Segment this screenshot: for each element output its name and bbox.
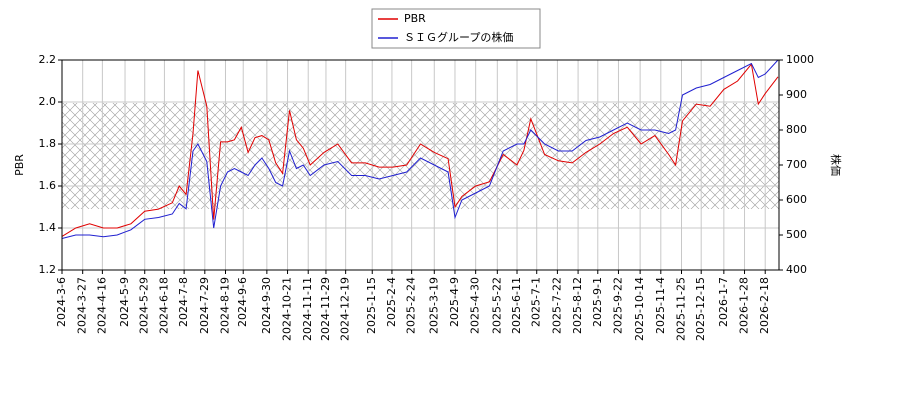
x-tick-label: 2025-7-22 [550, 277, 563, 334]
x-tick-label: 2025-6-11 [510, 277, 523, 334]
y2-tick-label: 900 [786, 88, 807, 101]
y2-tick-label: 600 [786, 193, 807, 206]
y2-tick-label: 500 [786, 228, 807, 241]
x-tick-label: 2024-6-18 [157, 277, 170, 334]
x-tick-label: 2025-5-22 [490, 277, 503, 334]
x-tick-label: 2025-4-9 [448, 277, 461, 327]
x-tick-label: 2026-1-28 [738, 277, 751, 334]
x-tick-label: 2024-3-27 [76, 277, 89, 334]
y-tick-label: 2.0 [39, 95, 57, 108]
x-tick-label: 2024-11-11 [301, 277, 314, 341]
series-line [61, 63, 779, 237]
y-tick-label: 1.6 [39, 179, 57, 192]
x-tick-label: 2025-12-15 [694, 277, 707, 341]
series-line [61, 59, 779, 239]
x-tick-label: 2025-8-12 [571, 277, 584, 334]
x-tick-label: 2025-11-25 [674, 277, 687, 341]
x-tick-label: 2025-10-14 [633, 277, 646, 341]
x-tick-label: 2025-11-4 [654, 277, 667, 334]
x-tick-label: 2024-12-19 [339, 277, 352, 341]
y2-tick-label: 800 [786, 123, 807, 136]
x-tick-label: 2024-5-29 [138, 277, 151, 334]
x-tick-label: 2024-10-21 [281, 277, 294, 341]
legend [371, 8, 541, 49]
y2-tick-label: 700 [786, 158, 807, 171]
x-tick-label: 2026-1-7 [717, 277, 730, 327]
x-tick-label: 2024-7-8 [177, 277, 190, 327]
x-tick-label: 2025-2-4 [385, 277, 398, 327]
x-tick-label: 2024-9-30 [260, 277, 273, 334]
x-tick-label: 2024-8-19 [218, 277, 231, 334]
x-tick-label: 2025-2-24 [405, 277, 418, 334]
x-tick-label: 2025-7-1 [530, 277, 543, 327]
x-tick-label: 2025-9-22 [611, 277, 624, 334]
x-tick-label: 2025-4-30 [469, 277, 482, 334]
x-tick-label: 2025-3-19 [427, 277, 440, 334]
y2-tick-label: 1000 [786, 53, 814, 66]
x-tick-label: 2025-9-1 [591, 277, 604, 327]
y-axis-label: PBR [13, 154, 26, 176]
x-tick-label: 2026-2-18 [758, 277, 771, 334]
x-tick-label: 2024-7-29 [198, 277, 211, 334]
y-tick-label: 2.2 [39, 53, 57, 66]
x-tick-label: 2024-11-29 [319, 277, 332, 341]
x-tick-label: 2024-5-9 [118, 277, 131, 327]
x-tick-label: 2024-9-6 [236, 277, 249, 327]
hatch-band [62, 103, 779, 209]
y2-axis-label: 株価 [829, 154, 843, 176]
x-tick-label: 2024-3-6 [55, 277, 68, 327]
x-tick-label: 2025-1-15 [365, 277, 378, 334]
y-tick-label: 1.2 [39, 263, 57, 276]
y-tick-label: 1.4 [39, 221, 57, 234]
y-tick-label: 1.8 [39, 137, 57, 150]
legend-label: ＳＩＧグループの株価 [404, 30, 513, 44]
x-tick-label: 2024-4-16 [95, 277, 108, 334]
legend-label: PBR [404, 12, 426, 25]
y2-tick-label: 400 [786, 263, 807, 276]
